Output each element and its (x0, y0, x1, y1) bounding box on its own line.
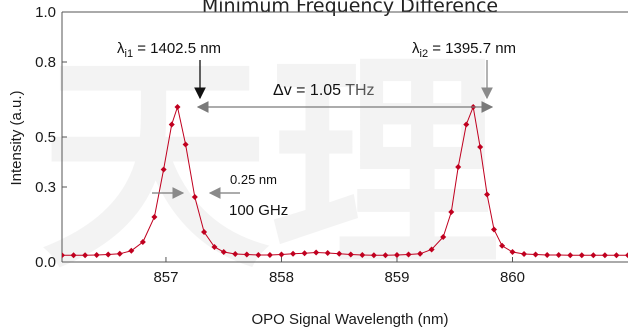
peak2-lambda: λ (412, 40, 420, 57)
data-point (428, 246, 435, 253)
data-point (567, 252, 574, 259)
annotations: λi1 = 1402.5 nm λi2 = 1395.7 nm Δv = 1.0… (117, 40, 516, 219)
chart-title: Minimum Frequency Difference (202, 0, 498, 17)
data-point (211, 244, 218, 250)
y-tick-label: 0.0 (35, 254, 56, 271)
x-tick-label: 859 (384, 269, 409, 286)
data-point (301, 250, 308, 257)
data-point (499, 242, 506, 249)
data-point (370, 252, 377, 259)
data-point (324, 250, 331, 256)
width-nm-label: 0.25 nm (230, 172, 277, 187)
watermark: 天理 (40, 33, 500, 300)
data-point (313, 249, 320, 256)
data-point (625, 252, 628, 259)
data-point (544, 252, 551, 258)
data-point (160, 166, 167, 173)
y-tick-label: 0.3 (35, 179, 56, 196)
peak1-label: λi1 = 1402.5 nm (117, 40, 221, 60)
data-point (440, 234, 447, 240)
delta-label: Δv = 1.05 THz (273, 82, 375, 99)
width-ghz-label: 100 GHz (229, 202, 288, 219)
data-point (521, 251, 528, 257)
data-point (509, 249, 516, 255)
data-point (336, 250, 343, 257)
peak2-value: = 1395.7 nm (428, 40, 516, 57)
y-axis-ticks: 0.0 0.3 0.5 0.8 1.0 (35, 4, 67, 271)
data-point (448, 209, 455, 215)
peak1-lambda: λ (117, 40, 125, 57)
data-point (82, 252, 89, 259)
peak1-subscript: i1 (125, 48, 134, 60)
data-point (347, 251, 354, 258)
data-point (128, 247, 135, 254)
y-tick-label: 0.8 (35, 54, 56, 71)
data-point (578, 252, 585, 259)
data-point (266, 252, 273, 258)
data-point (62, 252, 65, 259)
data-point (555, 252, 562, 258)
y-axis-title: Intensity (a.u.) (8, 90, 25, 185)
data-point (484, 191, 491, 198)
data-point (613, 252, 620, 259)
data-point (220, 249, 227, 255)
x-axis-title: OPO Signal Wavelength (nm) (251, 311, 448, 328)
x-tick-label: 858 (269, 269, 294, 286)
data-point (105, 251, 112, 258)
peak1-value: = 1402.5 nm (133, 40, 221, 57)
peak2-subscript: i2 (420, 48, 429, 60)
data-point (417, 250, 424, 257)
data-point (382, 252, 389, 259)
data-point (243, 251, 250, 258)
data-point (151, 214, 158, 220)
peak2-label: λi2 = 1395.7 nm (412, 40, 516, 60)
data-point (255, 252, 262, 258)
data-point (393, 252, 400, 258)
data-point (168, 121, 175, 128)
data-point (278, 251, 285, 258)
data-point (359, 252, 366, 258)
data-point (463, 121, 470, 128)
delta-unit: THz (345, 82, 374, 99)
data-point (191, 194, 198, 200)
x-axis-ticks: 857 858 859 860 (153, 257, 525, 286)
data-point (405, 251, 412, 258)
data-point (601, 252, 608, 259)
data-point (590, 252, 597, 259)
y-tick-label: 1.0 (35, 4, 56, 21)
data-point (182, 141, 189, 148)
data-point (491, 226, 498, 233)
data-point (290, 250, 297, 257)
data-point (232, 251, 239, 257)
data-point (93, 252, 100, 258)
x-tick-label: 857 (153, 269, 178, 286)
data-point (477, 144, 484, 150)
data-point (174, 104, 181, 110)
data-point (139, 239, 146, 245)
x-tick-label: 860 (500, 269, 525, 286)
data-point (116, 250, 123, 257)
data-point (70, 252, 77, 259)
data-point (455, 164, 462, 170)
series-markers (62, 104, 628, 259)
delta-value: Δv = 1.05 (273, 82, 345, 99)
data-point (201, 229, 208, 235)
y-tick-label: 0.5 (35, 129, 56, 146)
data-point (532, 251, 539, 258)
